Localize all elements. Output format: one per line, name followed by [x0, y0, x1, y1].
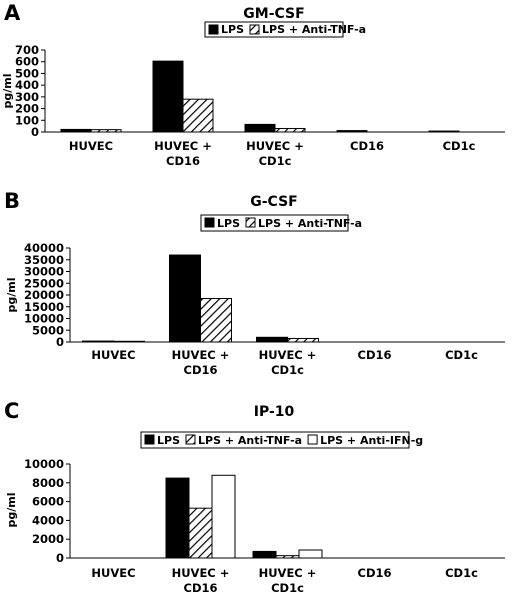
panel-b-legend-swatch-lps [204, 217, 215, 228]
panel-b-bar-anti-tnf [287, 337, 319, 343]
panel-a-y-tick-label: 0 [31, 125, 39, 139]
panel-c-y-tick-label: 8000 [32, 476, 64, 490]
panel-title-g-csf: G-CSF [250, 194, 297, 210]
panel-c-legend-swatch-lps [144, 434, 155, 445]
panel-a-y-tick-label: 100 [15, 113, 39, 127]
panel-a-x-tick-label: HUVEC [69, 139, 113, 153]
panel-b-y-tick-label: 35000 [24, 253, 64, 267]
panel-c-y-axis-label: pg/ml [5, 493, 18, 528]
panel-b-bar-lps [82, 340, 114, 343]
panel-b-x-tick-label: HUVEC + [259, 348, 317, 362]
panel-a-y-tick-label: 700 [15, 43, 39, 57]
panel-b-y-tick-label: 10000 [24, 312, 64, 326]
panel-b-y-tick-label: 0 [56, 335, 64, 349]
panel-b-y-tick-label: 20000 [24, 288, 64, 302]
panel-c-legend [140, 431, 410, 449]
panel-b-x-tick-label: CD1c [271, 363, 304, 377]
panel-a-x-tick-label: CD1c [259, 154, 292, 168]
panel-letter-c: C [4, 399, 19, 423]
panel-a-bar-lps [60, 128, 92, 133]
panel-a-y-tick-label: 400 [15, 78, 39, 92]
panel-a-bar-lps [336, 130, 368, 133]
panel-a-x-tick-label: HUVEC + [154, 139, 212, 153]
panel-b-x-tick-label: CD1c [445, 348, 478, 362]
panel-b-chart: LPS LPS + Anti-TNF-apg/ml0500010000150002… [5, 214, 505, 377]
panel-c-legend-label-lps: LPS [157, 434, 180, 447]
panel-c-bar-anti-ifn [211, 474, 236, 559]
panel-c-legend-swatch-anti-ifn [307, 434, 318, 445]
panel-c-x-tick-label: HUVEC + [172, 566, 230, 580]
panel-c-x-tick-label: HUVEC [91, 566, 135, 580]
panel-c-x-tick-label: CD16 [184, 581, 218, 595]
panel-a-y-tick-label: 600 [15, 55, 39, 69]
panel-c-y-tick-label: 4000 [32, 513, 64, 527]
panel-letter-a: A [4, 1, 21, 25]
panel-a-chart: LPS LPS + Anti-TNF-a pg/ml 0100200300400500… [1, 21, 505, 168]
panel-a-legend-swatch-lps [208, 24, 219, 35]
panel-title-ip-10: IP-10 [254, 404, 295, 420]
panel-c-bar-lps [252, 550, 277, 559]
panel-a-x-tick-label: CD16 [350, 139, 384, 153]
panel-a-legend-swatch-anti-tnf [249, 24, 260, 35]
panel-a-bar-anti-tnf [182, 98, 214, 133]
panel-c-bar-lps [165, 477, 190, 559]
panel-a-bar-lps [244, 123, 276, 133]
panel-b-bar-lps [256, 336, 288, 343]
panel-b-y-tick-label: 40000 [24, 241, 64, 255]
panel-b-legend-label-anti-tnf: LPS + Anti-TNF-a [258, 217, 362, 230]
panel-a-y-tick-label: 500 [15, 66, 39, 80]
panel-b-x-tick-label: HUVEC [91, 348, 135, 362]
panel-c-x-tick-label: HUVEC + [259, 566, 317, 580]
panel-a-legend-label-anti-tnf: LPS + Anti-TNF-a [262, 23, 366, 36]
panel-a-bar-lps [152, 60, 184, 133]
panel-b-legend-swatch-anti-tnf [245, 217, 256, 228]
panel-b-y-tick-label: 5000 [32, 323, 64, 337]
panel-a-y-tick-label: 200 [15, 102, 39, 116]
panel-b-bar-lps [169, 254, 201, 343]
panel-b-x-tick-label: CD16 [184, 363, 218, 377]
panel-b-legend-label-lps: LPS [217, 217, 240, 230]
panel-c-y-tick-label: 10000 [24, 457, 64, 471]
panel-b-x-tick-label: HUVEC + [172, 348, 230, 362]
panel-letter-b: B [4, 189, 20, 213]
panel-a-x-tick-label: CD16 [166, 154, 200, 168]
panel-c-y-tick-label: 2000 [32, 532, 64, 546]
panel-c-legend-label-anti-ifn: LPS + Anti-IFN-g [320, 434, 423, 447]
panel-a-y-tick-label: 300 [15, 90, 39, 104]
panel-b-y-tick-label: 15000 [24, 300, 64, 314]
panel-title-gm-csf: GM-CSF [243, 6, 304, 22]
panel-a-y-axis-label: pg/ml [1, 74, 14, 109]
panel-b-y-tick-label: 25000 [24, 276, 64, 290]
panel-a-legend-label-lps: LPS [221, 23, 244, 36]
panel-c-x-tick-label: CD1c [271, 581, 304, 595]
panel-b-x-tick-label: CD16 [358, 348, 392, 362]
panel-c-x-tick-label: CD16 [358, 566, 392, 580]
panel-c-legend-swatch-anti-tnf [185, 434, 196, 445]
panel-b-bar-anti-tnf [200, 298, 232, 343]
panel-a-bar-lps [428, 130, 460, 133]
panel-a-x-tick-label: HUVEC + [246, 139, 304, 153]
panel-c-chart: LPS LPS + Anti-TNF-a LPS + Anti-IFN-g pg/ml… [5, 431, 505, 595]
panel-c-y-tick-label: 6000 [32, 495, 64, 509]
panel-a-legend [204, 21, 344, 38]
panel-a-bar-anti-tnf [90, 129, 122, 133]
panel-c-bar-anti-tnf [275, 555, 300, 559]
panel-a-bar-anti-tnf [274, 127, 306, 133]
panel-b-bar-anti-tnf [113, 340, 145, 343]
panel-c-y-tick-label: 0 [56, 551, 64, 565]
panel-c-legend-label-anti-tnf: LPS + Anti-TNF-a [198, 434, 302, 447]
panel-a-x-tick-label: CD1c [443, 139, 476, 153]
panel-b-y-axis-label: pg/ml [5, 278, 18, 313]
panel-c-x-tick-label: CD1c [445, 566, 478, 580]
panel-b-legend [200, 214, 349, 232]
panel-c-bar-anti-tnf [188, 507, 213, 559]
panel-c-bar-anti-ifn [298, 549, 323, 559]
charts-layer: LPS LPS + Anti-TNF-apg/ml0100200300400500… [1, 21, 505, 595]
panel-b-y-tick-label: 30000 [24, 265, 64, 279]
